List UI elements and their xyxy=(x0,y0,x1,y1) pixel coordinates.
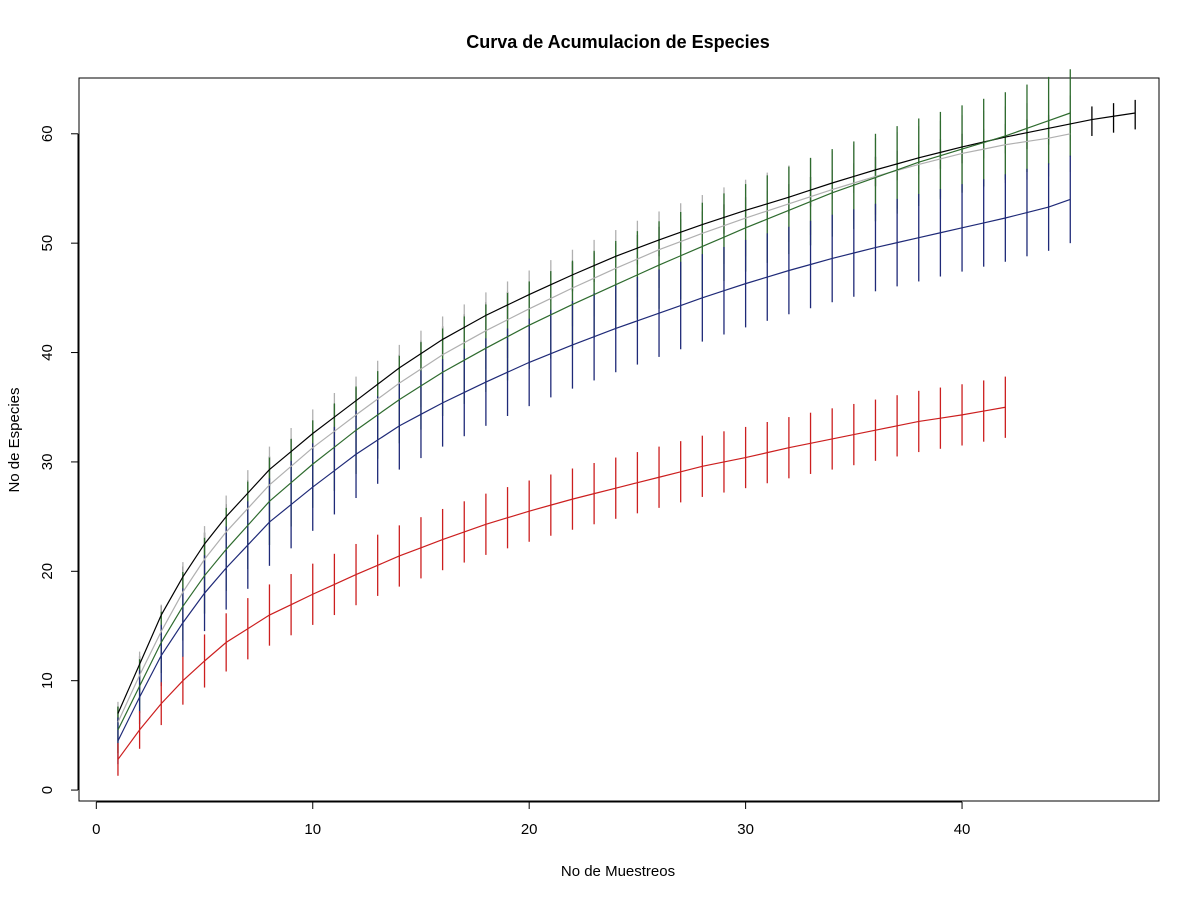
y-tick-label: 40 xyxy=(39,344,56,361)
series-line-2 xyxy=(117,133,1071,723)
y-tick-label: 50 xyxy=(39,235,56,252)
y-tick-label: 20 xyxy=(39,563,56,580)
x-axis-label: No de Muestreos xyxy=(561,863,675,880)
y-axis-label: No de Especies xyxy=(6,387,23,492)
error-bars xyxy=(117,69,1136,776)
x-tick-label: 0 xyxy=(92,821,100,838)
x-axis: 0 10 20 30 40 xyxy=(92,801,971,838)
y-tick-label: 60 xyxy=(39,125,56,142)
series-lines xyxy=(117,112,1136,760)
y-tick-label: 10 xyxy=(39,672,56,689)
series-line-1 xyxy=(117,112,1136,714)
y-tick-label: 30 xyxy=(39,454,56,471)
plot-box xyxy=(78,77,1160,802)
x-tick-label: 30 xyxy=(737,821,754,838)
series-line-3 xyxy=(117,112,1071,731)
chart-title: Curva de Acumulacion de Especies xyxy=(466,32,769,52)
x-tick-label: 40 xyxy=(954,821,971,838)
x-tick-label: 10 xyxy=(304,821,321,838)
y-axis: 0 10 20 30 40 50 60 xyxy=(39,125,79,794)
y-tick-label: 0 xyxy=(39,786,56,794)
x-tick-label: 20 xyxy=(521,821,538,838)
series-line-5 xyxy=(117,406,1006,760)
series-line-4 xyxy=(117,198,1071,742)
